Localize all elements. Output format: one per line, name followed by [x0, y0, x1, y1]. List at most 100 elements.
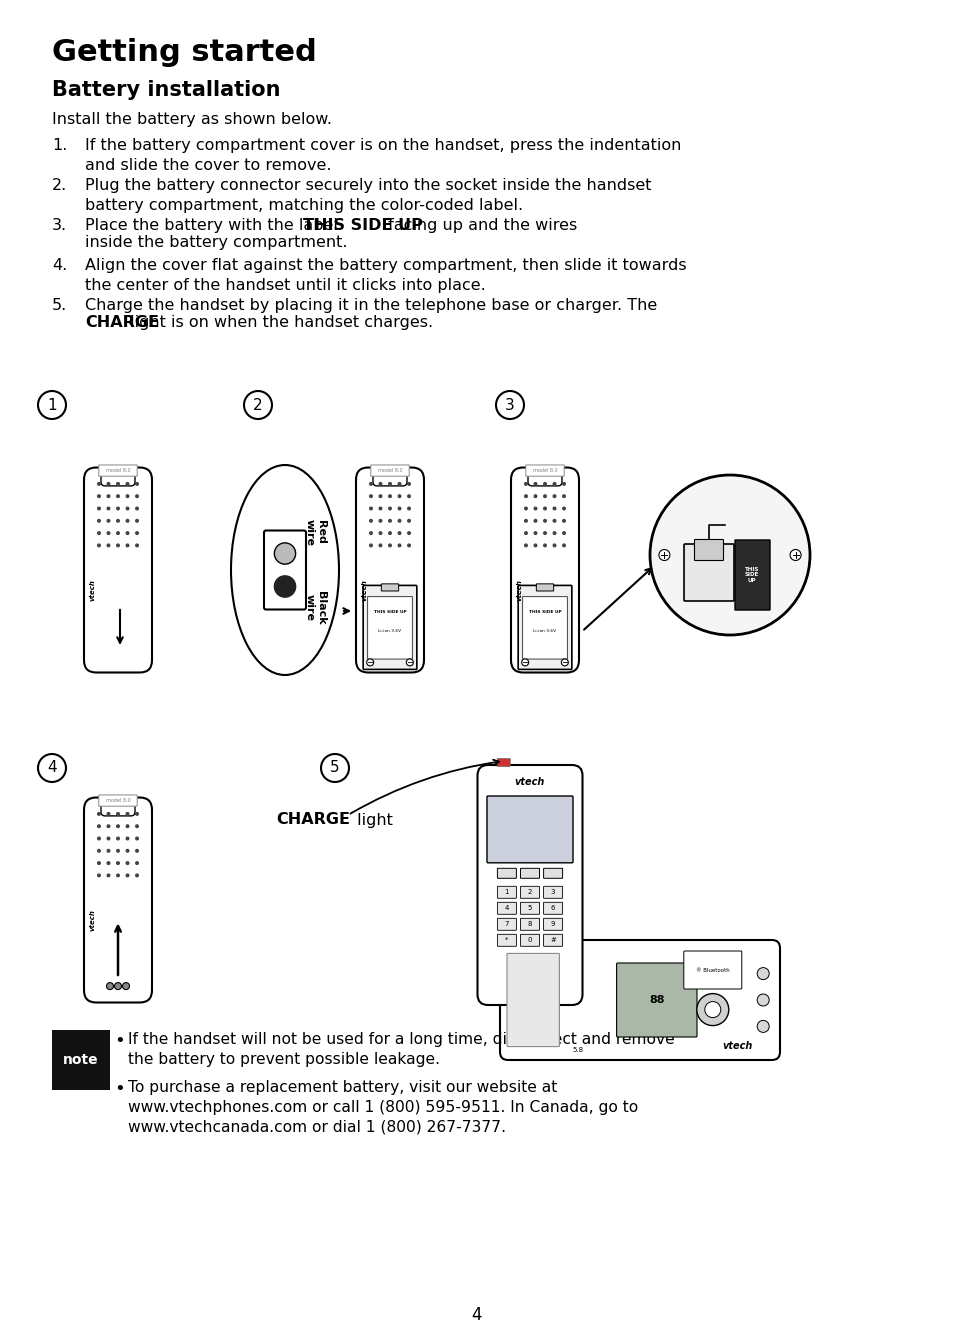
Text: 2.: 2.	[52, 178, 67, 192]
Circle shape	[126, 824, 129, 827]
Text: THIS
SIDE
UP: THIS SIDE UP	[744, 566, 759, 584]
Circle shape	[107, 874, 110, 876]
FancyBboxPatch shape	[99, 795, 137, 806]
Text: model 8.0: model 8.0	[106, 798, 131, 803]
Circle shape	[107, 544, 110, 546]
Circle shape	[107, 862, 110, 864]
Circle shape	[524, 520, 527, 522]
Circle shape	[369, 494, 372, 497]
Circle shape	[116, 508, 119, 510]
Text: 3.: 3.	[52, 218, 67, 232]
FancyBboxPatch shape	[536, 584, 553, 591]
Circle shape	[388, 532, 391, 534]
FancyBboxPatch shape	[734, 540, 769, 611]
Circle shape	[107, 824, 110, 827]
Text: note: note	[63, 1053, 99, 1067]
Text: CHARGE: CHARGE	[275, 812, 350, 827]
Text: 88: 88	[648, 995, 664, 1005]
Circle shape	[562, 544, 565, 546]
Text: 9: 9	[550, 921, 555, 927]
FancyBboxPatch shape	[52, 1030, 110, 1090]
FancyBboxPatch shape	[683, 544, 733, 601]
Circle shape	[534, 520, 537, 522]
Circle shape	[562, 532, 565, 534]
Circle shape	[696, 994, 728, 1026]
Circle shape	[560, 659, 568, 665]
Text: To purchase a replacement battery, visit our website at
www.vtechphones.com or c: To purchase a replacement battery, visit…	[128, 1079, 638, 1134]
Text: Align the cover flat against the battery compartment, then slide it towards
the : Align the cover flat against the battery…	[85, 258, 686, 293]
Text: vtech: vtech	[89, 580, 95, 601]
FancyBboxPatch shape	[543, 886, 562, 898]
FancyBboxPatch shape	[373, 469, 407, 486]
Circle shape	[97, 824, 100, 827]
Circle shape	[38, 754, 66, 782]
Circle shape	[407, 532, 410, 534]
FancyBboxPatch shape	[355, 468, 423, 672]
Text: THIS SIDE UP: THIS SIDE UP	[303, 218, 423, 232]
Circle shape	[388, 508, 391, 510]
Text: Li-ion 3.6V: Li-ion 3.6V	[533, 629, 556, 633]
Circle shape	[553, 482, 556, 485]
Circle shape	[126, 838, 129, 840]
Circle shape	[107, 494, 110, 497]
Text: 5.: 5.	[52, 298, 67, 313]
Circle shape	[553, 520, 556, 522]
Text: ® Bluetooth: ® Bluetooth	[695, 967, 729, 973]
FancyBboxPatch shape	[371, 465, 409, 476]
Text: model 8.0: model 8.0	[106, 468, 131, 473]
Text: 1: 1	[47, 398, 57, 413]
Text: Li-ion 3.6V: Li-ion 3.6V	[378, 629, 401, 633]
Circle shape	[107, 508, 110, 510]
Text: 3: 3	[504, 398, 515, 413]
Circle shape	[116, 850, 119, 852]
FancyBboxPatch shape	[520, 868, 539, 878]
FancyBboxPatch shape	[84, 468, 152, 672]
FancyBboxPatch shape	[497, 868, 516, 878]
FancyBboxPatch shape	[497, 759, 510, 767]
FancyBboxPatch shape	[84, 798, 152, 1002]
Circle shape	[107, 982, 113, 990]
Circle shape	[553, 494, 556, 497]
Text: THIS SIDE UP: THIS SIDE UP	[374, 611, 406, 615]
Circle shape	[388, 544, 391, 546]
Circle shape	[369, 508, 372, 510]
Circle shape	[534, 482, 537, 485]
Text: If the handset will not be used for a long time, disconnect and remove
the batte: If the handset will not be used for a lo…	[128, 1031, 674, 1067]
Circle shape	[378, 508, 381, 510]
Text: 5.8: 5.8	[572, 1047, 583, 1053]
Circle shape	[524, 544, 527, 546]
FancyBboxPatch shape	[543, 918, 562, 930]
Text: If the battery compartment cover is on the handset, press the indentation
and sl: If the battery compartment cover is on t…	[85, 138, 680, 172]
Circle shape	[388, 520, 391, 522]
Circle shape	[378, 494, 381, 497]
Circle shape	[135, 838, 138, 840]
Text: model 8.0: model 8.0	[532, 468, 557, 473]
Circle shape	[659, 549, 669, 561]
Circle shape	[524, 482, 527, 485]
Circle shape	[126, 850, 129, 852]
Circle shape	[107, 520, 110, 522]
Text: 3: 3	[550, 888, 555, 895]
Circle shape	[126, 482, 129, 485]
Text: Place the battery with the label: Place the battery with the label	[85, 218, 343, 232]
Circle shape	[97, 850, 100, 852]
FancyBboxPatch shape	[101, 799, 135, 816]
Circle shape	[521, 659, 528, 665]
Text: CHARGE: CHARGE	[85, 315, 159, 330]
Text: 5: 5	[330, 760, 339, 775]
Circle shape	[543, 494, 546, 497]
Circle shape	[704, 1002, 720, 1018]
Circle shape	[407, 508, 410, 510]
Circle shape	[407, 482, 410, 485]
Circle shape	[97, 508, 100, 510]
Text: 4: 4	[471, 1307, 482, 1324]
FancyBboxPatch shape	[520, 934, 539, 946]
Circle shape	[114, 982, 121, 990]
Circle shape	[97, 494, 100, 497]
Circle shape	[534, 544, 537, 546]
FancyBboxPatch shape	[683, 951, 741, 989]
Circle shape	[369, 544, 372, 546]
FancyBboxPatch shape	[520, 918, 539, 930]
Text: 8: 8	[527, 921, 532, 927]
Circle shape	[97, 544, 100, 546]
